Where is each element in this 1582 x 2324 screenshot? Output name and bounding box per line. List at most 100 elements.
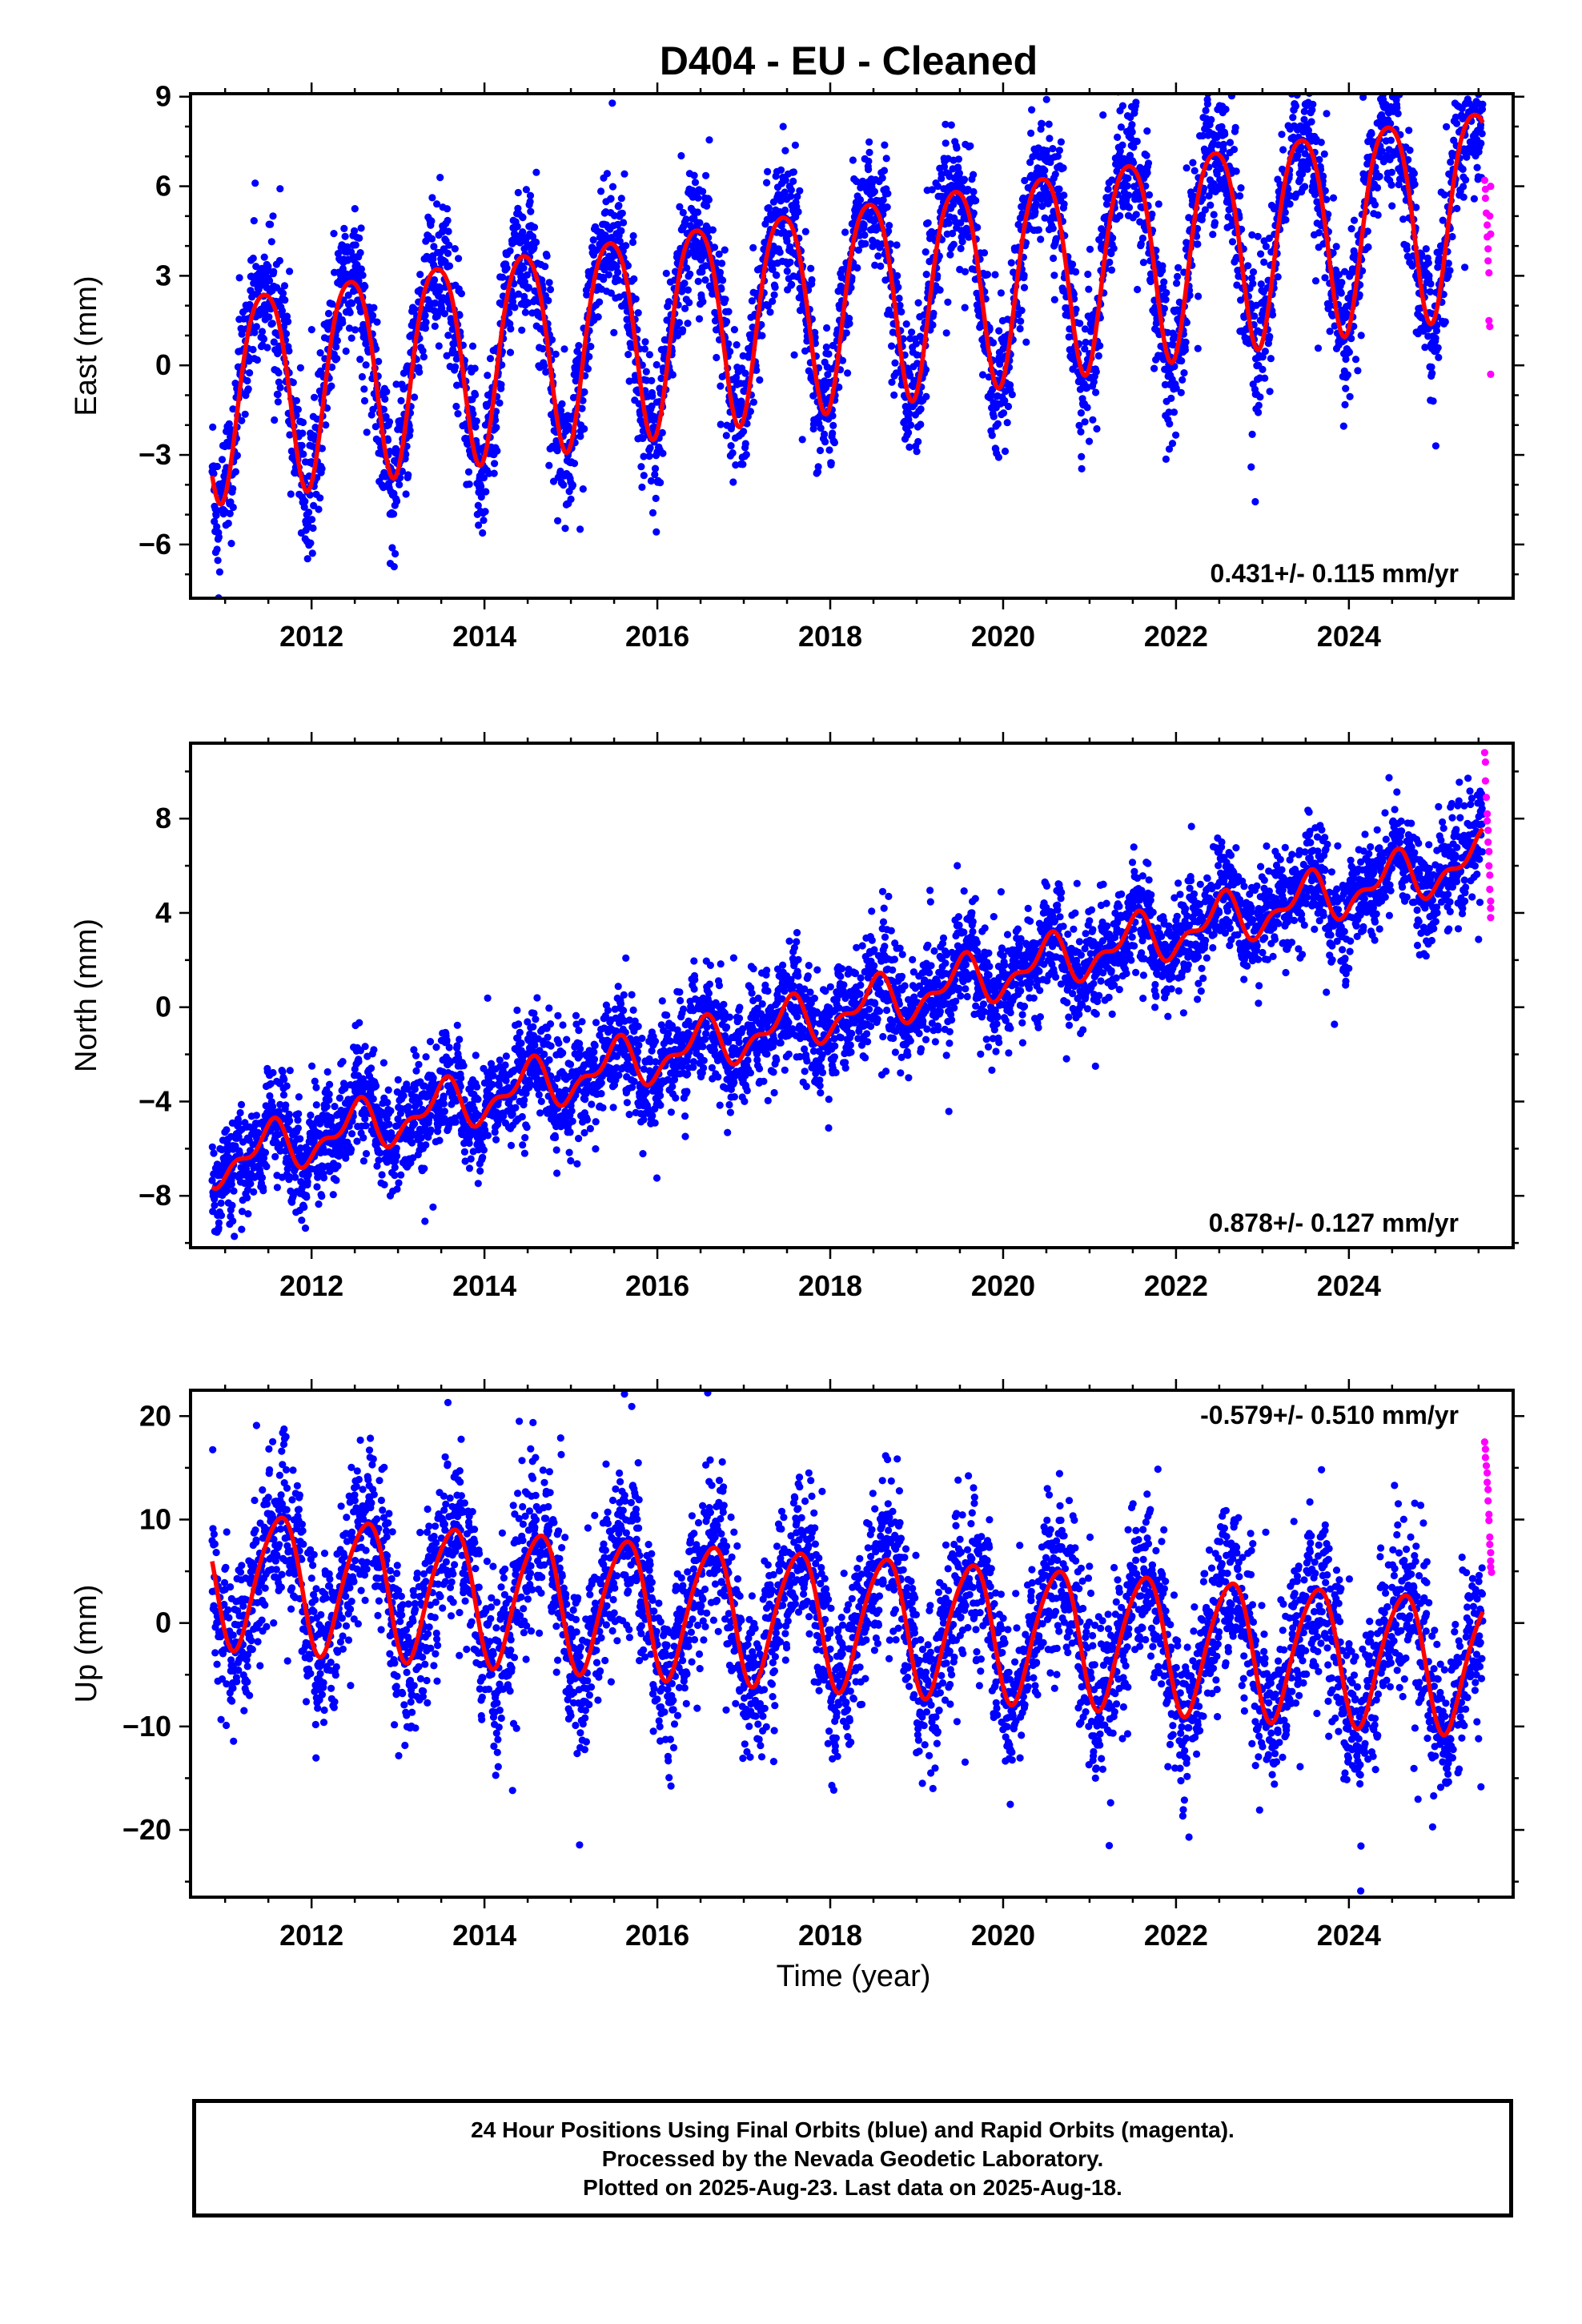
final-point bbox=[1110, 244, 1118, 252]
final-point bbox=[351, 326, 359, 334]
final-point bbox=[431, 275, 439, 284]
final-point bbox=[560, 481, 568, 489]
final-point bbox=[732, 373, 741, 381]
final-point bbox=[942, 139, 950, 147]
final-point bbox=[316, 494, 324, 502]
final-point bbox=[823, 324, 831, 332]
final-point bbox=[444, 249, 452, 257]
final-point bbox=[779, 123, 787, 131]
x-tick-label: 2018 bbox=[798, 620, 862, 653]
final-point bbox=[1351, 356, 1360, 364]
final-point bbox=[825, 446, 833, 454]
final-point bbox=[360, 396, 369, 405]
final-point bbox=[648, 376, 656, 384]
final-point bbox=[472, 391, 480, 399]
final-point bbox=[1031, 208, 1039, 216]
final-point bbox=[878, 174, 886, 182]
final-point bbox=[236, 1108, 244, 1117]
final-point bbox=[607, 195, 615, 203]
final-point bbox=[1083, 404, 1091, 412]
final-point bbox=[1060, 191, 1068, 199]
final-point bbox=[1377, 82, 1384, 89]
y-axis-title: East (mm) bbox=[70, 275, 103, 416]
final-point bbox=[1086, 245, 1094, 253]
final-point bbox=[1072, 267, 1080, 276]
final-point bbox=[309, 524, 317, 533]
final-point bbox=[328, 363, 336, 372]
final-point bbox=[526, 191, 535, 199]
final-point bbox=[1307, 118, 1315, 126]
final-point bbox=[252, 263, 260, 271]
final-point bbox=[357, 308, 365, 316]
final-point bbox=[893, 241, 901, 249]
final-point bbox=[729, 449, 737, 457]
final-point bbox=[474, 501, 482, 509]
final-point bbox=[1470, 195, 1478, 203]
final-point bbox=[282, 330, 291, 338]
final-point bbox=[1388, 202, 1396, 210]
final-point bbox=[390, 510, 398, 518]
final-point bbox=[885, 222, 893, 230]
final-point bbox=[359, 271, 367, 279]
final-point bbox=[922, 392, 930, 400]
final-point bbox=[545, 279, 553, 287]
final-point bbox=[1467, 45, 1474, 52]
final-point bbox=[1174, 263, 1182, 271]
final-point bbox=[1434, 344, 1442, 352]
final-point bbox=[570, 460, 579, 468]
final-point bbox=[436, 174, 444, 182]
final-point bbox=[503, 264, 511, 272]
final-point bbox=[554, 517, 562, 525]
final-point bbox=[1145, 191, 1154, 199]
final-point bbox=[1069, 260, 1077, 268]
final-point bbox=[740, 428, 748, 436]
final-point bbox=[505, 309, 513, 317]
final-point bbox=[347, 334, 355, 342]
final-point bbox=[730, 326, 739, 334]
final-point bbox=[1260, 258, 1268, 266]
final-point bbox=[386, 448, 394, 456]
final-point bbox=[351, 227, 359, 235]
final-point bbox=[748, 297, 757, 305]
final-point bbox=[709, 226, 717, 234]
final-point bbox=[771, 283, 779, 292]
final-point bbox=[421, 312, 429, 320]
final-point bbox=[465, 480, 473, 489]
final-point bbox=[226, 509, 234, 518]
final-point bbox=[634, 309, 642, 317]
final-point bbox=[553, 447, 561, 455]
final-point bbox=[1049, 224, 1057, 232]
plot-area bbox=[208, 749, 1495, 1240]
final-point bbox=[1037, 235, 1045, 243]
final-point bbox=[211, 505, 219, 513]
final-point bbox=[445, 262, 454, 270]
final-point bbox=[1162, 289, 1170, 297]
final-point bbox=[472, 423, 480, 431]
final-point bbox=[997, 289, 1005, 297]
x-tick-label: 2022 bbox=[1144, 620, 1208, 653]
final-point bbox=[682, 215, 690, 223]
y-tick-label: 3 bbox=[155, 259, 171, 292]
final-point bbox=[612, 263, 620, 271]
final-point bbox=[546, 285, 555, 294]
final-point bbox=[1168, 440, 1177, 448]
final-point bbox=[430, 243, 438, 251]
final-point bbox=[579, 485, 587, 493]
final-point bbox=[255, 283, 263, 291]
final-point bbox=[1472, 72, 1480, 79]
final-point bbox=[485, 469, 493, 477]
final-point bbox=[617, 195, 625, 203]
final-point bbox=[307, 326, 315, 334]
final-point bbox=[999, 409, 1008, 417]
final-point bbox=[215, 533, 223, 541]
final-point bbox=[419, 347, 427, 355]
final-point bbox=[717, 382, 725, 390]
final-point bbox=[404, 471, 412, 479]
final-point bbox=[685, 299, 693, 307]
final-point bbox=[355, 234, 363, 242]
final-point bbox=[560, 345, 568, 353]
final-point bbox=[1459, 165, 1467, 173]
final-point bbox=[1440, 191, 1448, 199]
final-point bbox=[958, 238, 966, 246]
final-point bbox=[742, 451, 750, 459]
